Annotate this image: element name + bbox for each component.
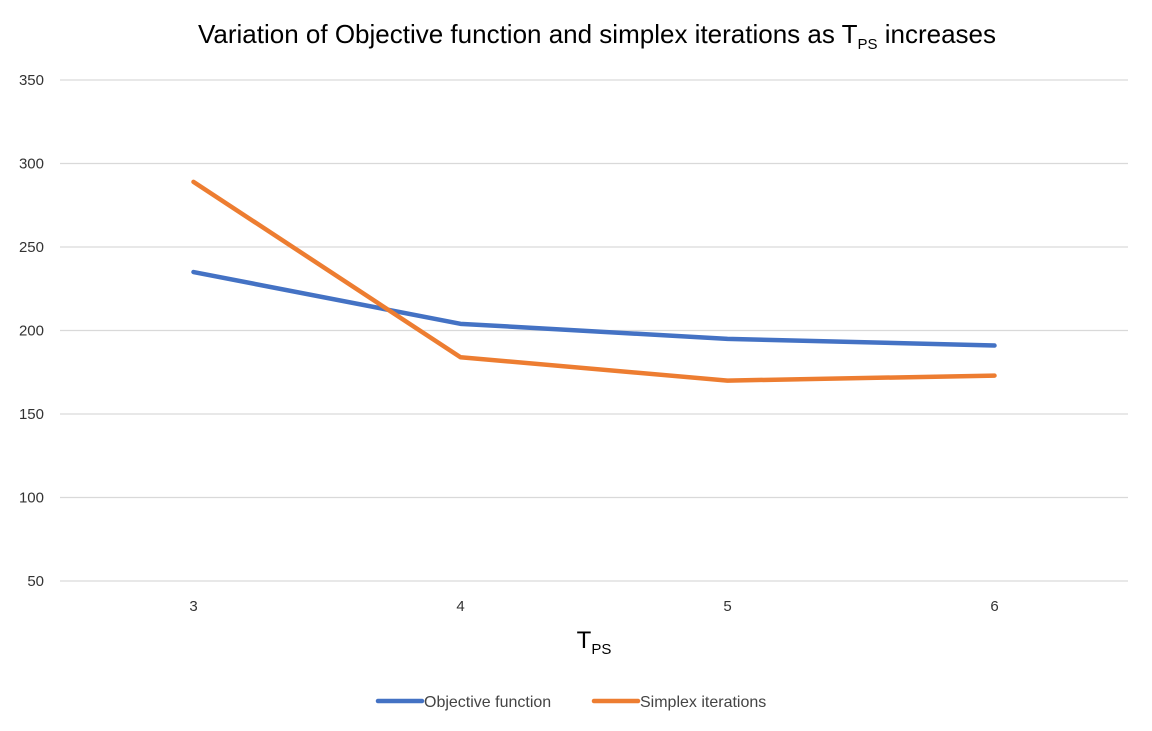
x-tick-label-5: 5 [723, 598, 731, 615]
x-tick-label-4: 4 [456, 598, 464, 615]
chart-title-suffix: increases [878, 19, 997, 49]
y-tick-label-200: 200 [19, 323, 44, 340]
gridlines [60, 79, 1128, 582]
legend-label-2: Simplex iterations [640, 694, 766, 711]
chart-title-subscript: PS [857, 36, 877, 53]
series-line-2 [191, 179, 997, 383]
y-tick-label-350: 350 [19, 72, 44, 89]
series-line-1 [191, 269, 997, 348]
y-tick-label-50: 50 [27, 573, 44, 590]
legend-label-1: Objective function [424, 694, 551, 711]
x-axis-title-main: T [577, 627, 592, 654]
x-axis-title-subscript: PS [591, 641, 611, 658]
y-tick-label-300: 300 [19, 156, 44, 173]
series-lines [191, 179, 997, 383]
chart-title-main: Variation of Objective function and simp… [198, 19, 858, 49]
x-axis-ticks: 3 4 5 6 [189, 598, 998, 615]
x-tick-label-6: 6 [990, 598, 998, 615]
y-tick-label-250: 250 [19, 239, 44, 256]
x-tick-label-3: 3 [189, 598, 197, 615]
y-tick-label-150: 150 [19, 406, 44, 423]
y-axis-ticks: 50 100 150 200 250 300 350 [19, 72, 44, 590]
y-tick-label-100: 100 [19, 490, 44, 507]
chart-title: Variation of Objective function and simp… [198, 19, 996, 53]
legend: Objective function Simplex iterations [375, 694, 766, 711]
x-axis-title: TPS [577, 627, 612, 658]
